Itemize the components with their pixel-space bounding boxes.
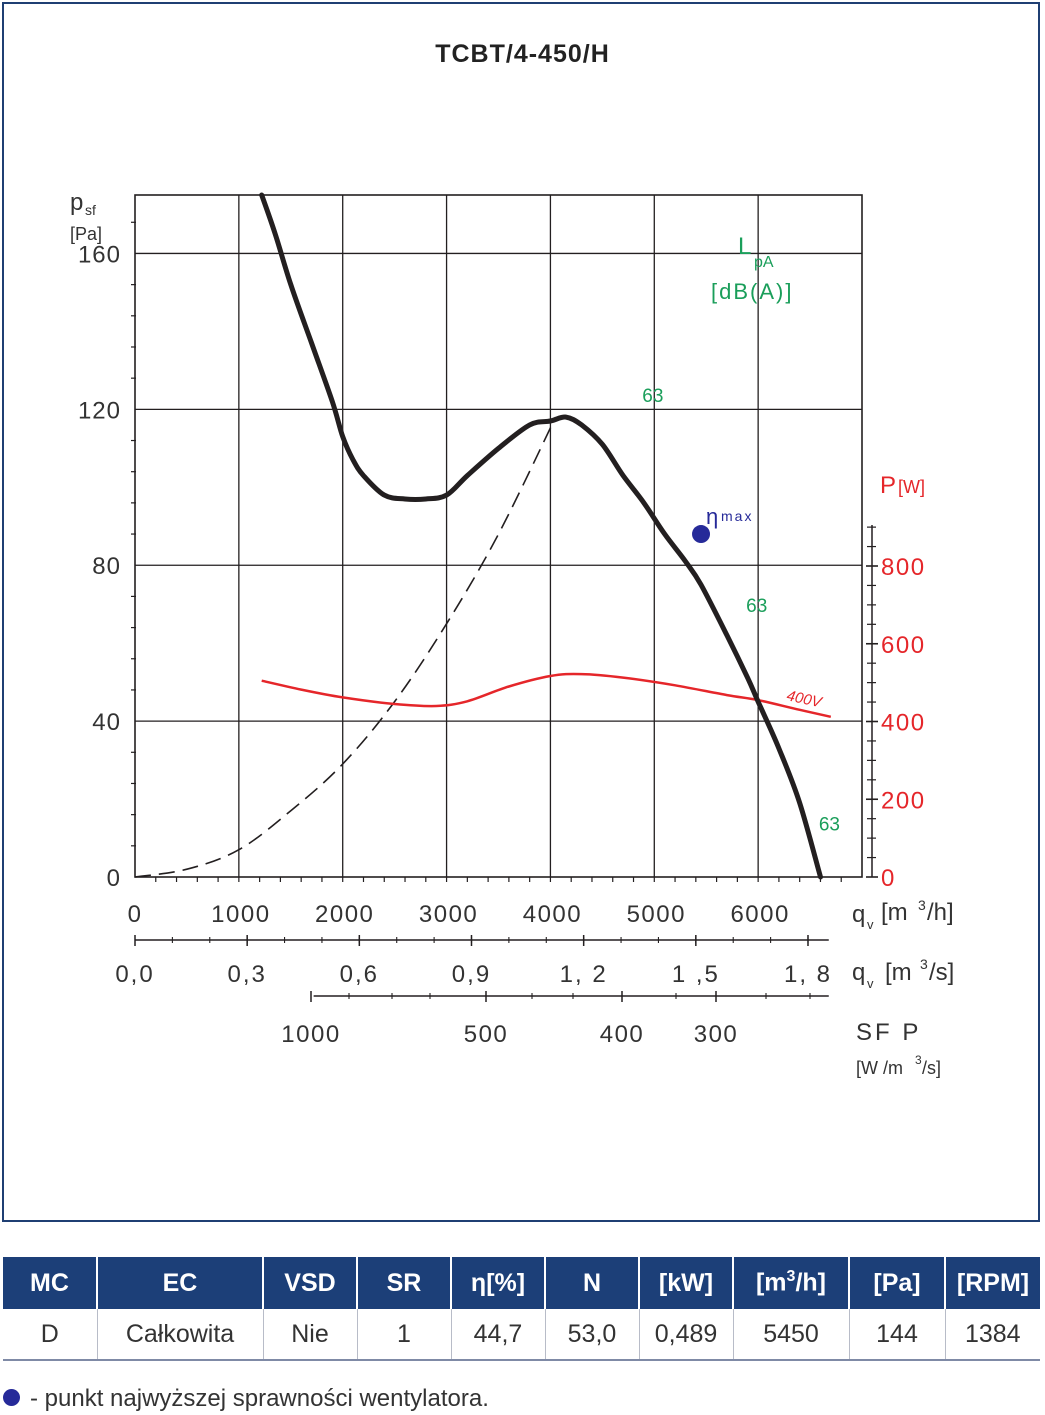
sfp-tick-label: 400 bbox=[600, 1021, 645, 1048]
x2-tick-label: 0,6 bbox=[340, 961, 379, 988]
table-header-4: η[%] bbox=[451, 1257, 546, 1309]
x-axis-unit-post: /h] bbox=[927, 899, 954, 926]
table-cell-6: 0,489 bbox=[639, 1309, 734, 1361]
x2-tick-label: 0,0 bbox=[115, 961, 154, 988]
system-curve bbox=[134, 416, 557, 878]
x2-axis-unit-post: /s] bbox=[929, 959, 954, 986]
eta-max-label: η bbox=[706, 504, 718, 529]
spec-table: MC EC VSD SR η[%] N [kW] [m3/h] [Pa] [RPM] D Całko… bbox=[3, 1257, 1040, 1361]
power-tick-label: 0 bbox=[881, 865, 896, 892]
legend-note: - punkt najwyższej sprawności wentylator… bbox=[3, 1385, 489, 1413]
y-axis-unit: [Pa] bbox=[70, 224, 102, 244]
table-header-6: [kW] bbox=[639, 1257, 734, 1309]
sfp-axis-unit-sup: 3 bbox=[915, 1053, 922, 1067]
eta-max-point bbox=[692, 525, 711, 544]
x-axis-unit-sup: 3 bbox=[918, 897, 926, 913]
table-cell-5: 53,0 bbox=[545, 1309, 640, 1361]
x2-tick-label: 1, 8 bbox=[784, 961, 832, 988]
power-tick-label: 600 bbox=[881, 632, 926, 659]
y-axis-label-sub: sf bbox=[85, 202, 96, 218]
sfp-axis-unit: [W /m bbox=[856, 1058, 903, 1078]
power-tick-label: 200 bbox=[881, 787, 926, 814]
table-cell-9: 1384 bbox=[945, 1309, 1040, 1361]
y-tick-label: 40 bbox=[92, 709, 121, 736]
legend-note-text: - punkt najwyższej sprawności wentylator… bbox=[30, 1385, 489, 1412]
table-header-1: EC bbox=[97, 1257, 264, 1309]
x2-axis-unit-sup: 3 bbox=[920, 956, 928, 972]
lpa-annotation: 63 bbox=[642, 386, 663, 407]
lpa-annotation: 63 bbox=[819, 814, 840, 835]
table-cell-3: 1 bbox=[357, 1309, 452, 1361]
sfp-tick-label: 300 bbox=[694, 1021, 739, 1048]
table-header-5: N bbox=[545, 1257, 640, 1309]
table-header-9: [RPM] bbox=[945, 1257, 1040, 1309]
power-tick-label: 400 bbox=[881, 710, 926, 737]
power-tick-label: 800 bbox=[881, 554, 926, 581]
efficiency-dot-icon bbox=[3, 1389, 20, 1407]
power-curve bbox=[261, 672, 832, 719]
table-cell-2: Nie bbox=[263, 1309, 358, 1361]
sfp-tick-label: 500 bbox=[464, 1021, 509, 1048]
table-header-8: [Pa] bbox=[849, 1257, 946, 1309]
x-tick-label: 3000 bbox=[419, 901, 478, 928]
x2-tick-label: 0,3 bbox=[227, 961, 266, 988]
sfp-tick-label: 1000 bbox=[281, 1021, 340, 1048]
lpa-label-sub: pA bbox=[754, 254, 774, 271]
chart-title: TCBT/4-450/H bbox=[435, 40, 610, 68]
table-header-3: SR bbox=[357, 1257, 452, 1309]
table-header-row: MC EC VSD SR η[%] N [kW] [m3/h] [Pa] [RPM] bbox=[3, 1257, 1040, 1309]
x-axis-label: q bbox=[852, 901, 865, 928]
sfp-axis-unit-post: /s] bbox=[922, 1058, 941, 1078]
x-tick-label: 5000 bbox=[627, 901, 686, 928]
x-tick-label: 0 bbox=[128, 901, 143, 928]
eta-max-label-sub: max bbox=[721, 508, 753, 524]
lpa-unit: [dB(A)] bbox=[711, 279, 793, 304]
sfp-axis-label: SF P bbox=[856, 1019, 921, 1046]
plot-area bbox=[134, 194, 863, 878]
x2-axis-label: q bbox=[852, 959, 865, 986]
power-axis-unit: [W] bbox=[898, 477, 925, 497]
x-axis-label-sub: v bbox=[867, 917, 874, 932]
y-tick-label: 80 bbox=[92, 553, 121, 580]
x-tick-label: 4000 bbox=[523, 901, 582, 928]
y-tick-label: 120 bbox=[78, 397, 121, 424]
table-header-0: MC bbox=[3, 1257, 98, 1309]
table-cell-0: D bbox=[3, 1309, 98, 1361]
table-cell-4: 44,7 bbox=[451, 1309, 546, 1361]
pressure-curve bbox=[259, 192, 823, 880]
x-tick-label: 6000 bbox=[730, 901, 789, 928]
table-header-2: VSD bbox=[263, 1257, 358, 1309]
x-tick-label: 2000 bbox=[315, 901, 374, 928]
x2-tick-label: 1 ,5 bbox=[672, 961, 720, 988]
x2-tick-label: 0,9 bbox=[452, 961, 491, 988]
lpa-annotation: 63 bbox=[746, 596, 767, 617]
y-tick-label: 160 bbox=[78, 241, 121, 268]
chart-frame bbox=[2, 2, 1040, 1222]
power-axis-label: P bbox=[880, 472, 896, 499]
table-header-7: [m3/h] bbox=[733, 1257, 850, 1309]
table-cell-7: 5450 bbox=[733, 1309, 850, 1361]
table-cell-8: 144 bbox=[849, 1309, 946, 1361]
y-tick-label: 0 bbox=[107, 865, 121, 892]
y-axis-label: p bbox=[70, 189, 83, 216]
x2-axis-label-sub: v bbox=[867, 976, 874, 991]
table-row: D Całkowita Nie 1 44,7 53,0 0,489 5450 144 1384 bbox=[3, 1309, 1040, 1361]
x2-axis-unit: [m bbox=[885, 959, 912, 986]
x-tick-label: 1000 bbox=[211, 901, 270, 928]
lpa-label: L bbox=[738, 233, 751, 260]
x2-tick-label: 1, 2 bbox=[560, 961, 608, 988]
table-cell-1: Całkowita bbox=[97, 1309, 264, 1361]
x-axis-unit: [m bbox=[881, 899, 908, 926]
